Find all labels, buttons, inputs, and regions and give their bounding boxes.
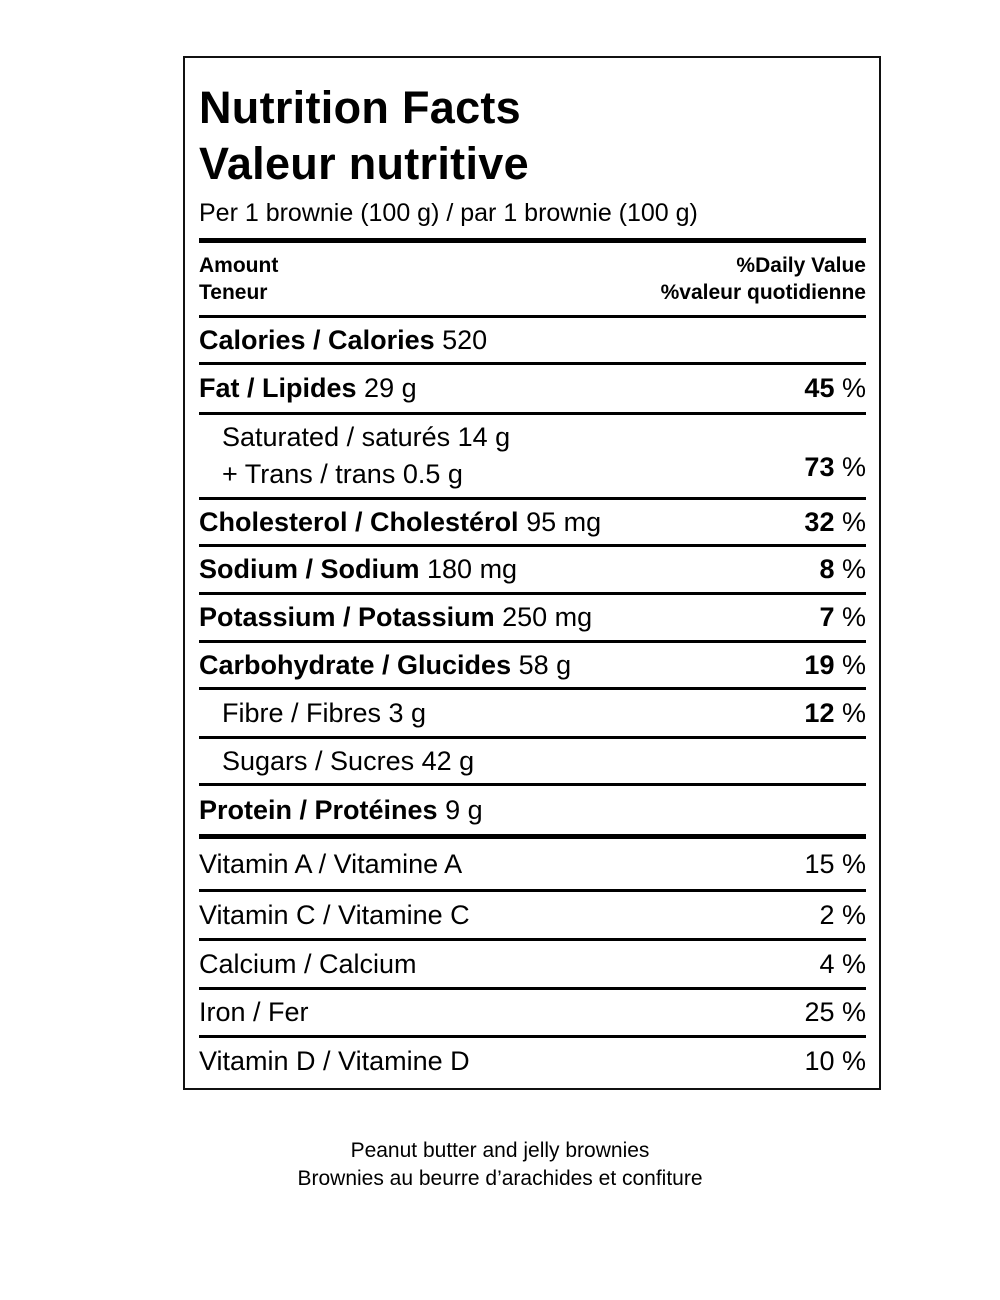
pct-unit: % [841, 649, 866, 680]
nutrient-label: Cholesterol / Cholestérol [199, 506, 519, 537]
nutrient-label: Sodium / Sodium [199, 554, 420, 584]
nutrient-label-trans: + Trans / trans 0.5 g [222, 459, 463, 489]
nutrient-value: 58 g [518, 649, 572, 680]
pct-unit: % [841, 452, 866, 482]
row-sodium: Sodium / Sodium 180 mg 8 % [199, 547, 866, 595]
vitamin-pct: 2 % [819, 899, 866, 930]
nutrient-value: 29 g [364, 373, 417, 403]
calories-label: Calories / Calories [199, 324, 435, 355]
calories-value: 520 [442, 324, 488, 355]
nutrient-pct: 73 [804, 452, 835, 482]
vitamin-pct: 15 % [804, 848, 866, 879]
row-protein: Protein / Protéines 9 g [199, 786, 866, 839]
row-carbohydrate: Carbohydrate / Glucides 58 g 19 % [199, 643, 866, 690]
row-vitamin-a: Vitamin A / Vitamine A 15 % [199, 839, 866, 892]
vitamin-label: Iron / Fer [199, 997, 309, 1027]
daily-value-label: %Daily Value [736, 254, 866, 277]
vitamin-pct: 10 % [804, 1045, 866, 1076]
row-calories: Calories / Calories 520 [199, 318, 866, 365]
serving-size: Per 1 brownie (100 g) / par 1 brownie (1… [199, 199, 698, 227]
nutrient-label: Protein / Protéines [199, 794, 438, 825]
pct-unit: % [841, 506, 866, 537]
row-potassium: Potassium / Potassium 250 mg 7 % [199, 595, 866, 643]
nutrient-pct: 19 [804, 649, 835, 680]
nutrient-pct: 7 [819, 602, 835, 632]
row-saturated-trans: Saturated / saturés 14 g + Trans / trans … [199, 415, 866, 500]
nutrient-label: Saturated / saturés 14 g [222, 422, 511, 452]
nutrient-value: 250 mg [502, 602, 593, 632]
nutrition-facts-table: Nutrition Facts Valeur nutritive Per 1 b… [183, 56, 881, 1090]
row-vitamin-d: Vitamin D / Vitamine D 10 % [199, 1038, 866, 1084]
vitamin-label: Vitamin D / Vitamine D [199, 1045, 470, 1076]
nutrient-value: 95 mg [526, 506, 602, 537]
nutrient-pct: 8 [819, 554, 835, 584]
divider-thick [199, 238, 866, 243]
column-header: Amount Teneur %Daily Value %valeur quotidi… [199, 243, 866, 318]
title-en: Nutrition Facts [199, 82, 522, 133]
pct-unit: % [841, 554, 866, 584]
pct-unit: % [841, 373, 866, 403]
nutrient-value: 180 mg [427, 554, 518, 584]
nutrient-label: Fat / Lipides [199, 373, 357, 403]
nutrient-label: Sugars / Sucres 42 g [222, 745, 475, 776]
nutrient-label: Potassium / Potassium [199, 602, 495, 632]
vitamin-label: Calcium / Calcium [199, 948, 417, 979]
valeur-quotidienne-label: %valeur quotidienne [660, 281, 866, 304]
title-fr: Valeur nutritive [199, 138, 529, 189]
row-fibre: Fibre / Fibres 3 g 12 % [199, 690, 866, 739]
nutrient-value: 9 g [445, 794, 483, 825]
nutrient-pct: 12 [804, 697, 835, 728]
row-fat: Fat / Lipides 29 g 45 % [199, 365, 866, 415]
pct-unit: % [841, 602, 866, 632]
row-sugars: Sugars / Sucres 42 g [199, 739, 866, 786]
caption-fr: Brownies au beurre d’arachides et confit… [297, 1167, 703, 1190]
row-cholesterol: Cholesterol / Cholestérol 95 mg 32 % [199, 500, 866, 547]
vitamin-label: Vitamin A / Vitamine A [199, 848, 463, 879]
row-vitamin-c: Vitamin C / Vitamine C 2 % [199, 892, 866, 941]
vitamin-pct: 25 % [804, 997, 866, 1027]
vitamin-label: Vitamin C / Vitamine C [199, 899, 470, 930]
row-calcium: Calcium / Calcium 4 % [199, 941, 866, 990]
teneur-label: Teneur [199, 281, 268, 304]
nutrient-label: Carbohydrate / Glucides [199, 649, 512, 680]
row-iron: Iron / Fer 25 % [199, 990, 866, 1038]
nutrient-label: Fibre / Fibres 3 g [222, 697, 427, 728]
pct-unit: % [841, 697, 866, 728]
caption-en: Peanut butter and jelly brownies [350, 1139, 650, 1162]
vitamin-pct: 4 % [819, 948, 866, 979]
nutrient-pct: 32 [804, 506, 835, 537]
caption: Peanut butter and jelly brownies Brownie… [0, 1137, 1000, 1193]
amount-label: Amount [199, 254, 279, 277]
nutrient-pct: 45 [804, 373, 835, 403]
